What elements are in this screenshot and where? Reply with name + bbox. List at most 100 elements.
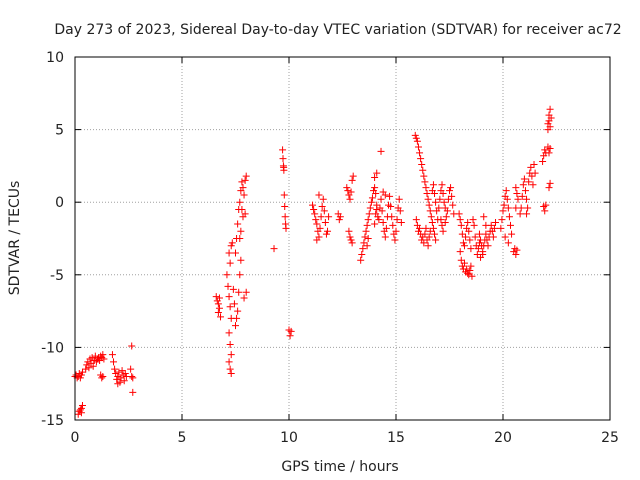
- data-point: [464, 219, 472, 227]
- data-point: [345, 227, 353, 235]
- data-point: [542, 201, 550, 209]
- data-point: [440, 198, 448, 206]
- data-point: [366, 204, 374, 212]
- data-point: [422, 184, 430, 192]
- data-point: [365, 210, 373, 218]
- data-point: [512, 250, 520, 258]
- data-point: [372, 189, 380, 197]
- data-point: [375, 216, 383, 224]
- x-tick-label: 0: [71, 430, 80, 446]
- data-point: [458, 230, 466, 238]
- data-point: [347, 188, 355, 196]
- data-point: [541, 146, 549, 154]
- data-point: [502, 187, 510, 195]
- data-point: [242, 288, 250, 296]
- data-point: [429, 224, 437, 232]
- data-point: [320, 207, 328, 215]
- data-point: [335, 216, 343, 224]
- data-point: [421, 178, 429, 186]
- data-point: [279, 155, 287, 163]
- chart-title: Day 273 of 2023, Sidereal Day-to-day VTE…: [54, 22, 621, 38]
- data-point: [226, 365, 234, 373]
- data-point: [287, 327, 295, 335]
- data-point: [416, 224, 424, 232]
- data-point: [497, 224, 505, 232]
- data-point: [212, 293, 220, 301]
- data-point: [343, 184, 351, 192]
- data-point: [235, 288, 243, 296]
- data-point: [92, 358, 100, 366]
- data-point: [501, 233, 509, 241]
- data-point: [460, 259, 468, 267]
- data-point: [99, 351, 107, 359]
- data-point: [457, 221, 465, 229]
- data-point: [114, 380, 122, 388]
- data-point: [372, 210, 380, 218]
- data-point: [348, 239, 356, 247]
- data-point: [236, 198, 244, 206]
- data-point: [439, 227, 447, 235]
- data-point: [321, 219, 329, 227]
- data-point: [523, 195, 531, 203]
- data-point: [348, 176, 356, 184]
- data-point: [530, 160, 538, 168]
- data-point: [108, 351, 116, 359]
- y-tick-label: 5: [55, 123, 64, 139]
- data-point: [513, 189, 521, 197]
- data-point: [313, 220, 321, 228]
- data-point: [441, 219, 449, 227]
- data-point: [456, 216, 464, 224]
- data-point: [349, 172, 357, 180]
- data-point: [98, 374, 106, 382]
- x-axis-label: GPS time / hours: [281, 459, 398, 475]
- data-point: [435, 204, 443, 212]
- data-point: [346, 195, 354, 203]
- data-point: [517, 204, 525, 212]
- data-point: [459, 239, 467, 247]
- data-point: [234, 307, 242, 315]
- data-point: [462, 233, 470, 241]
- data-point: [412, 134, 420, 142]
- data-point: [519, 181, 527, 189]
- data-point: [388, 213, 396, 221]
- data-point: [455, 210, 463, 218]
- data-point: [420, 239, 428, 247]
- data-point: [490, 224, 498, 232]
- y-tick-label: -10: [41, 340, 64, 356]
- data-point: [239, 184, 247, 192]
- data-point: [463, 265, 471, 273]
- data-point: [225, 329, 233, 337]
- data-point: [471, 233, 479, 241]
- plot-frame: [74, 56, 611, 421]
- data-point: [279, 146, 287, 154]
- data-point: [414, 143, 422, 151]
- y-tick-label: 0: [55, 195, 64, 211]
- data-point: [227, 242, 235, 250]
- data-point: [115, 368, 123, 376]
- data-point: [110, 358, 118, 366]
- data-point: [457, 256, 465, 264]
- data-point: [411, 131, 419, 139]
- y-tick-label: -5: [50, 268, 64, 284]
- data-point: [347, 236, 355, 244]
- data-point: [500, 201, 508, 209]
- data-point: [489, 233, 497, 241]
- data-point: [322, 230, 330, 238]
- data-point: [541, 207, 549, 215]
- data-point: [113, 375, 121, 383]
- data-point: [470, 221, 478, 229]
- data-point: [426, 207, 434, 215]
- data-point: [236, 235, 244, 242]
- data-point: [226, 340, 234, 348]
- data-point: [237, 227, 245, 235]
- data-point: [484, 242, 492, 250]
- data-point: [371, 220, 379, 228]
- data-point: [545, 149, 553, 157]
- data-point: [432, 236, 440, 244]
- data-point: [467, 262, 475, 270]
- data-point: [237, 256, 245, 264]
- data-point: [525, 178, 533, 186]
- data-point: [270, 245, 278, 253]
- data-point: [227, 351, 235, 359]
- data-point: [499, 207, 507, 215]
